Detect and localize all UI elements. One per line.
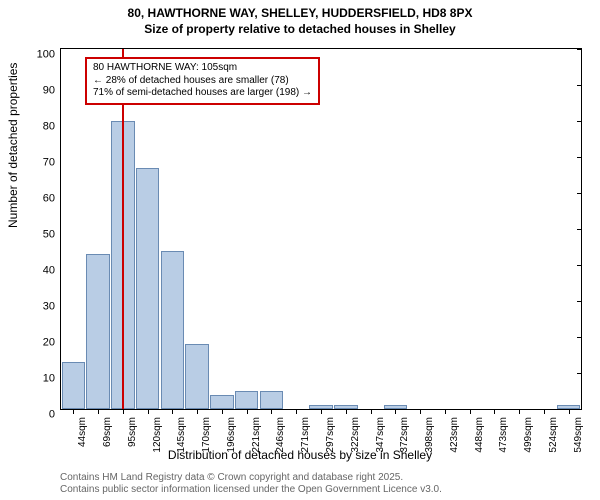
x-tick-mark [98, 409, 99, 414]
x-tick-mark [271, 409, 272, 414]
x-tick-mark [123, 409, 124, 414]
title-line2: Size of property relative to detached ho… [0, 22, 600, 38]
footer-line1: Contains HM Land Registry data © Crown c… [60, 472, 442, 484]
x-tick-label: 44sqm [77, 413, 88, 447]
x-tick-label: 69sqm [102, 413, 113, 447]
x-tick-label: 524sqm [548, 413, 559, 453]
x-tick-mark [197, 409, 198, 414]
footer-line2: Contains public sector information licen… [60, 484, 442, 496]
x-tick-label: 423sqm [449, 413, 460, 453]
y-tick-label: 30 [25, 301, 61, 302]
x-tick-label: 221sqm [251, 413, 262, 453]
x-tick-label: 398sqm [424, 413, 435, 453]
x-tick-mark [445, 409, 446, 414]
callout-line: 80 HAWTHORNE WAY: 105sqm [93, 62, 312, 75]
y-tick-label: 90 [25, 85, 61, 86]
x-tick-mark [544, 409, 545, 414]
x-tick-label: 95sqm [127, 413, 138, 447]
y-tick-label: 50 [25, 229, 61, 230]
histogram-bar [185, 344, 209, 409]
x-tick-label: 145sqm [176, 413, 187, 453]
chart-plot-area: 010203040506070809010044sqm69sqm95sqm120… [60, 48, 582, 410]
histogram-bar [86, 254, 110, 409]
x-tick-label: 297sqm [325, 413, 336, 453]
x-tick-label: 347sqm [375, 413, 386, 453]
x-tick-label: 448sqm [474, 413, 485, 453]
y-tick-mark [577, 121, 582, 122]
callout-line: ← 28% of detached houses are smaller (78… [93, 75, 312, 88]
x-tick-mark [569, 409, 570, 414]
x-tick-label: 549sqm [573, 413, 584, 453]
histogram-bar [136, 168, 160, 409]
y-tick-mark [577, 229, 582, 230]
title-line1: 80, HAWTHORNE WAY, SHELLEY, HUDDERSFIELD… [0, 6, 600, 22]
y-tick-label: 80 [25, 121, 61, 122]
x-tick-label: 271sqm [300, 413, 311, 453]
x-tick-mark [222, 409, 223, 414]
x-tick-mark [420, 409, 421, 414]
footer: Contains HM Land Registry data © Crown c… [60, 472, 442, 496]
histogram-bar [210, 395, 234, 409]
y-tick-label: 40 [25, 265, 61, 266]
y-tick-mark [577, 157, 582, 158]
y-tick-label: 100 [25, 49, 61, 50]
x-tick-label: 473sqm [498, 413, 509, 453]
x-tick-label: 196sqm [226, 413, 237, 453]
y-tick-mark [577, 337, 582, 338]
x-tick-mark [371, 409, 372, 414]
x-tick-mark [470, 409, 471, 414]
x-tick-mark [172, 409, 173, 414]
y-tick-label: 0 [25, 409, 61, 410]
x-tick-mark [321, 409, 322, 414]
y-tick-mark [577, 85, 582, 86]
y-tick-mark [577, 265, 582, 266]
y-tick-label: 10 [25, 373, 61, 374]
y-tick-mark [577, 301, 582, 302]
x-tick-mark [395, 409, 396, 414]
x-tick-label: 322sqm [350, 413, 361, 453]
x-tick-mark [247, 409, 248, 414]
x-tick-mark [73, 409, 74, 414]
x-tick-label: 170sqm [201, 413, 212, 453]
chart-container: 80, HAWTHORNE WAY, SHELLEY, HUDDERSFIELD… [0, 0, 600, 500]
x-tick-mark [494, 409, 495, 414]
y-axis-label: Number of detached properties [6, 63, 20, 228]
histogram-bar [62, 362, 86, 409]
histogram-bar [161, 251, 185, 409]
x-tick-label: 246sqm [275, 413, 286, 453]
y-tick-mark [577, 193, 582, 194]
histogram-bar [260, 391, 284, 409]
histogram-bar [235, 391, 259, 409]
y-tick-label: 60 [25, 193, 61, 194]
x-tick-mark [296, 409, 297, 414]
x-tick-mark [148, 409, 149, 414]
x-axis-label: Distribution of detached houses by size … [0, 448, 600, 462]
y-tick-mark [577, 409, 582, 410]
x-tick-label: 120sqm [152, 413, 163, 453]
x-tick-label: 499sqm [523, 413, 534, 453]
y-tick-mark [577, 373, 582, 374]
title-block: 80, HAWTHORNE WAY, SHELLEY, HUDDERSFIELD… [0, 0, 600, 37]
y-tick-mark [577, 49, 582, 50]
x-tick-mark [346, 409, 347, 414]
callout-line: 71% of semi-detached houses are larger (… [93, 87, 312, 100]
y-tick-label: 20 [25, 337, 61, 338]
callout-box: 80 HAWTHORNE WAY: 105sqm← 28% of detache… [85, 57, 320, 105]
x-tick-label: 372sqm [399, 413, 410, 453]
y-tick-label: 70 [25, 157, 61, 158]
x-tick-mark [519, 409, 520, 414]
